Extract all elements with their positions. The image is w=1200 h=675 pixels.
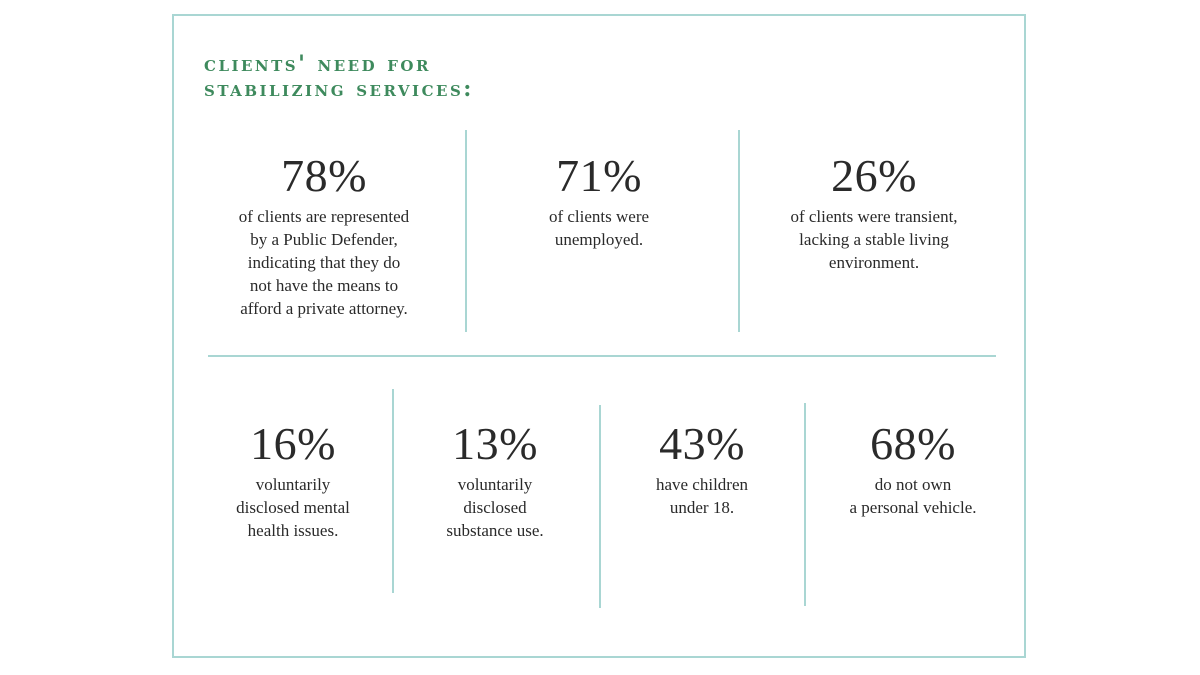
divider-top-1 [465,130,467,332]
stat-transient: 26% of clients were transient, lacking a… [758,150,990,274]
divider-bottom-1 [392,389,394,593]
stat-description-line: indicating that they do [247,253,401,272]
divider-bottom-2 [599,405,601,608]
stat-description-line: under 18. [669,498,735,517]
stat-description-line: of clients were [548,207,650,226]
stat-description: of clients were transient, lacking a sta… [758,205,990,274]
stat-description-line: a personal vehicle. [849,498,977,517]
title-line-2: stabilizing services: [204,76,474,102]
stat-description-line: voluntarily [457,475,533,494]
stat-description-line: environment. [828,253,920,272]
stat-description-line: not have the means to [249,276,399,295]
stat-description: of clients were unemployed. [487,205,711,251]
stat-percent: 13% [452,418,538,469]
divider-top-2 [738,130,740,332]
stat-percent: 78% [281,150,367,201]
stat-percent: 26% [831,150,917,201]
stat-unemployed: 71% of clients were unemployed. [487,150,711,251]
stat-percent: 16% [250,418,336,469]
infographic-frame [172,14,1026,658]
stat-vehicle: 68% do not own a personal vehicle. [818,418,1008,519]
stat-description-line: substance use. [446,521,544,540]
stat-description: do not own a personal vehicle. [818,473,1008,519]
stat-description-line: do not own [874,475,952,494]
stat-description-line: unemployed. [554,230,644,249]
stat-description-line: voluntarily [255,475,331,494]
stat-description: have children under 18. [618,473,786,519]
stat-description-line: health issues. [247,521,339,540]
stat-description-line: by a Public Defender, [250,230,398,249]
stat-percent: 43% [659,418,745,469]
infographic-title: clients' need for stabilizing services: [204,52,474,102]
stat-public-defender: 78% of clients are represented by a Publ… [212,150,436,320]
stat-description-line: lacking a stable living [799,230,949,249]
stat-description-line: afford a private attorney. [240,299,408,318]
stat-description: voluntarily disclosed substance use. [412,473,578,542]
stat-description-line: of clients are represented [238,207,410,226]
stat-description: voluntarily disclosed mental health issu… [210,473,376,542]
divider-horizontal [208,355,996,357]
stat-mental-health: 16% voluntarily disclosed mental health … [210,418,376,542]
stat-description-line: disclosed mental [236,498,350,517]
stat-substance-use: 13% voluntarily disclosed substance use. [412,418,578,542]
stat-description: of clients are represented by a Public D… [212,205,436,320]
title-line-1: clients' need for [204,51,431,77]
stat-children: 43% have children under 18. [618,418,786,519]
divider-bottom-3 [804,403,806,606]
stat-description-line: have children [655,475,749,494]
stat-percent: 71% [556,150,642,201]
stat-description-line: disclosed [463,498,527,517]
stat-description-line: of clients were transient, [790,207,958,226]
stat-percent: 68% [870,418,956,469]
